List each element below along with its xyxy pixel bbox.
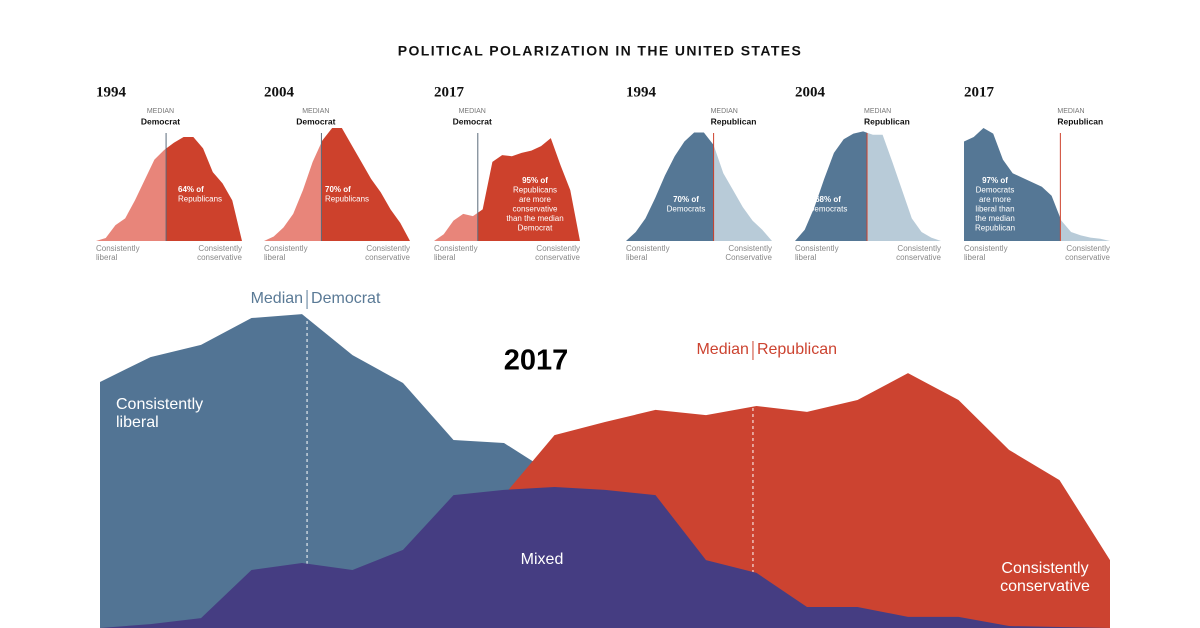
note: Republicans (325, 195, 369, 204)
x-label-left: Consistently liberal (626, 244, 670, 263)
median-party: Republican (864, 116, 910, 126)
note: liberal than (975, 205, 1014, 214)
note: are more (979, 195, 1012, 204)
distribution-area (434, 138, 580, 241)
panel-title: 2004 (795, 84, 826, 100)
median-party: Democrat (141, 116, 180, 126)
median-party: Democrat (296, 116, 335, 126)
note: than the median (506, 214, 563, 223)
page-title: POLITICAL POLARIZATION IN THE UNITED STA… (398, 43, 803, 59)
x-label-right: Consistently conservative (365, 244, 410, 263)
distribution-area (795, 131, 941, 241)
distribution-area (964, 128, 1110, 241)
median-label: Median (251, 290, 303, 307)
panel-title: 2017 (434, 84, 465, 100)
series-label: Consistently liberal (116, 396, 204, 432)
median-party: Republican (1057, 116, 1103, 126)
area (100, 486, 1110, 628)
x-label-right: Consistently conservative (896, 244, 941, 263)
median-party: Republican (711, 116, 757, 126)
median-label: MEDIAN (711, 108, 738, 115)
x-label-right: Consistently conservative (197, 244, 242, 263)
x-label-left: Consistently liberal (964, 244, 1008, 263)
note: are more (519, 195, 552, 204)
chart-title: 2017 (504, 345, 569, 377)
panel-title: 1994 (96, 84, 127, 100)
series-label: Consistently conservative (1000, 560, 1090, 596)
median-label: Democrat (311, 290, 381, 307)
note: Democrats (667, 205, 706, 214)
note: Republican (975, 224, 1015, 233)
median-party: Democrat (453, 116, 492, 126)
distribution-area (264, 128, 410, 241)
median-label: MEDIAN (147, 108, 174, 115)
median-label: Median (696, 341, 748, 358)
note: Republicans (178, 195, 222, 204)
median-label: MEDIAN (302, 108, 329, 115)
note: 64% of (178, 185, 204, 194)
note: Republicans (513, 186, 557, 195)
note: 95% of (522, 176, 548, 185)
note: 70% of (325, 185, 351, 194)
note: 97% of (982, 176, 1008, 185)
median-label: MEDIAN (864, 108, 891, 115)
panel-title: 2004 (264, 84, 295, 100)
x-label-left: Consistently liberal (264, 244, 308, 263)
median-label: MEDIAN (1057, 108, 1084, 115)
note: Democrats (809, 205, 848, 214)
x-label-right: Consistently Conservative (725, 244, 772, 263)
distribution-area (626, 132, 772, 241)
note: the median (975, 214, 1015, 223)
series-label: Mixed (520, 551, 564, 568)
panel-title: 1994 (626, 84, 657, 100)
x-label-left: Consistently liberal (795, 244, 839, 263)
panel-title: 2017 (964, 84, 995, 100)
note: 68% of (815, 195, 841, 204)
distribution-area (96, 137, 242, 241)
note: 70% of (673, 195, 699, 204)
area (100, 314, 1110, 628)
note: conservative (513, 205, 558, 214)
median-label: Republican (757, 341, 837, 358)
x-label-right: Consistently conservative (535, 244, 580, 263)
note: Democrat (518, 224, 553, 233)
x-label-left: Consistently liberal (434, 244, 478, 263)
note: Democrats (976, 186, 1015, 195)
x-label-right: Consistently conservative (1065, 244, 1110, 263)
x-label-left: Consistently liberal (96, 244, 140, 263)
median-label: MEDIAN (459, 108, 486, 115)
